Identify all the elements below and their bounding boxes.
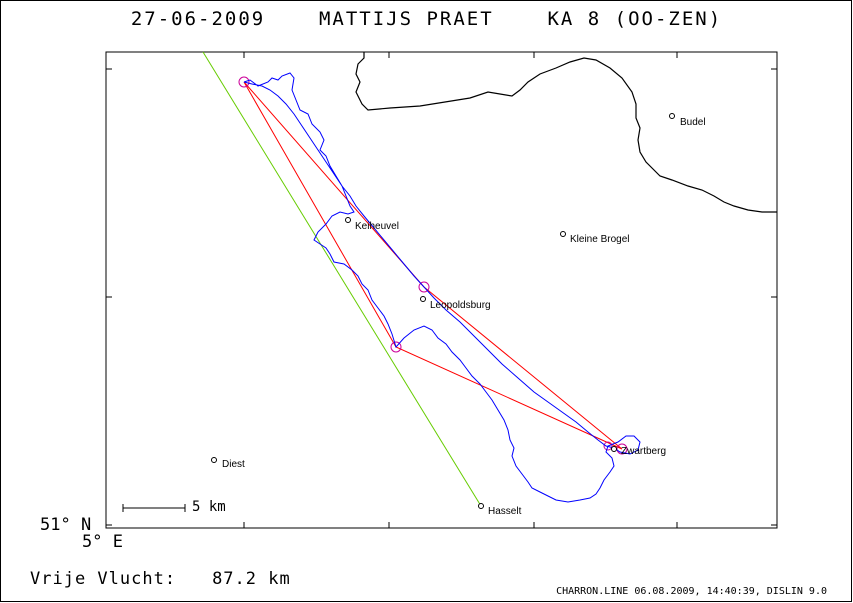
city-label-zwartberg: Zwartberg: [621, 446, 666, 457]
turnpoint-circle-start: [238, 76, 250, 88]
pilot-name: MATTIJS PRAET: [318, 8, 494, 30]
task-line: [243, 81, 623, 450]
flight-date: 27-06-2009: [130, 8, 266, 30]
page-title: 27-06-2009 MATTIJS PRAET KA 8 (OO-ZEN): [0, 8, 853, 30]
city-marker-budel: [669, 113, 675, 119]
city-marker-zwartberg: [611, 446, 617, 452]
city-label-leopoldsburg: Leopoldsburg: [430, 300, 491, 311]
turnpoint-circles: [238, 76, 628, 455]
map-axes-box: [105, 51, 778, 529]
city-marker-keiheuvel: [345, 217, 351, 223]
city-marker-hasselt: [478, 503, 484, 509]
border-line: [355, 52, 777, 213]
city-label-diest: Diest: [222, 459, 245, 470]
city-marker-kleine-brogel: [560, 231, 566, 237]
city-marker-diest: [211, 457, 217, 463]
glider-name: KA 8 (OO-ZEN): [547, 8, 723, 30]
distance-value: 87.2 km: [212, 569, 291, 589]
turnpoint-circle-zwartberg-2: [603, 441, 613, 451]
turnpoint-circle-west: [390, 341, 402, 353]
scale-bar-label: 5 km: [192, 499, 226, 515]
latitude-label: 51° N: [40, 515, 92, 535]
flight-track: [243, 72, 641, 503]
distance-summary: Vrije Vlucht: 87.2 km: [30, 569, 291, 589]
city-markers: [211, 113, 675, 509]
longitude-label: 5° E: [82, 532, 123, 552]
distance-label: Vrije Vlucht:: [30, 569, 177, 589]
city-label-keiheuvel: Keiheuvel: [355, 221, 399, 232]
scale-bar: [122, 504, 186, 512]
city-label-kleine-brogel: Kleine Brogel: [570, 234, 629, 245]
city-label-budel: Budel: [680, 117, 706, 128]
axis-ticks: [106, 52, 777, 528]
task-leg-finish: [244, 82, 608, 446]
city-label-hasselt: Hasselt: [488, 506, 522, 517]
airspace-boundary: [202, 51, 482, 507]
turnpoint-circle-leopoldsburg: [418, 281, 430, 293]
city-marker-leopoldsburg: [420, 296, 426, 302]
footer-info: CHARRON.LINE 06.08.2009, 14:40:39, DISLI…: [556, 586, 827, 597]
